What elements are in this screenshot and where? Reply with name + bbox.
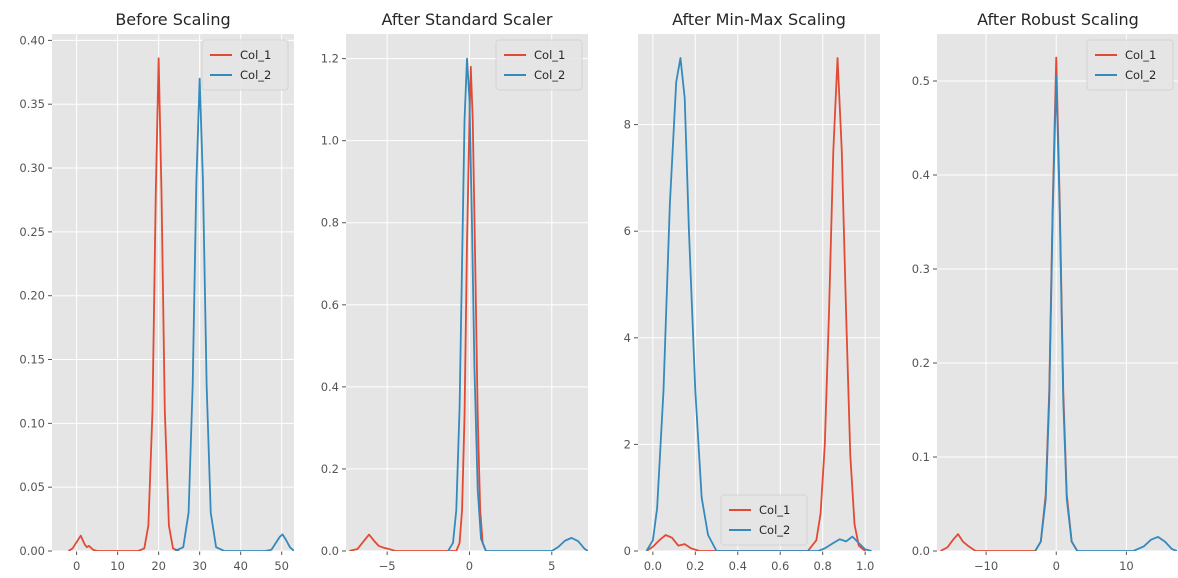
y-tick-label: 0.35 [19, 97, 45, 111]
legend: Col_1 Col_2 [495, 39, 583, 91]
legend: Col_1 Col_2 [1086, 39, 1174, 91]
chart-title: Before Scaling [115, 10, 230, 29]
y-tick-label: 0.15 [19, 353, 45, 367]
chart-after-standard-scaler: −5 0 5 0.0 0.2 0.4 0.6 0.8 1.0 1.2 After Standard … [321, 10, 588, 573]
y-tick-label: 0.0 [321, 544, 339, 558]
chart-after-min-max-scaling: 0.0 0.2 0.4 0.6 0.8 1.0 0 2 4 6 8 After Min-Max Sca… [624, 10, 880, 573]
legend-box [720, 494, 808, 546]
series-line-col-1 [349, 65, 487, 551]
y-tick-label: 0.4 [912, 168, 930, 182]
legend-box [495, 39, 583, 91]
legend-label: Col_2 [759, 523, 790, 537]
x-tick-label: 0 [1053, 559, 1060, 573]
y-tick-label: 0 [624, 544, 631, 558]
y-tick-label: 0.1 [912, 450, 930, 464]
x-tick-label: 1.0 [856, 559, 874, 573]
chart-title: After Standard Scaler [381, 10, 552, 29]
y-tick-label: 0.6 [321, 298, 339, 312]
x-tick-label: 0.4 [729, 559, 747, 573]
y-tick-label: 0.2 [321, 462, 339, 476]
series-line-col-2 [1034, 75, 1178, 551]
y-tick-label: 1.0 [321, 134, 339, 148]
y-tick-label: 2 [624, 437, 631, 451]
x-tick-label: 0 [73, 559, 80, 573]
series-group [349, 57, 588, 551]
y-tick-label: 8 [624, 118, 631, 132]
x-tick-label: 40 [233, 559, 248, 573]
x-tick-label: 50 [274, 559, 289, 573]
series-line-col-1 [67, 57, 180, 551]
series-line-col-2 [645, 57, 872, 551]
series-line-col-2 [447, 57, 588, 551]
x-tick-label: −10 [974, 559, 998, 573]
y-tick-label: 0.0 [912, 544, 930, 558]
x-tick-label: −5 [379, 559, 396, 573]
x-tick-label: 30 [192, 559, 207, 573]
x-tick-label: 0.2 [686, 559, 704, 573]
y-tick-label: 0.25 [19, 225, 45, 239]
x-tick-label: 10 [110, 559, 125, 573]
y-tick-label: 0.10 [19, 416, 45, 430]
y-tick-label: 0.8 [321, 216, 339, 230]
y-tick-label: 6 [624, 224, 631, 238]
y-tick-label: 0.20 [19, 289, 45, 303]
x-tick-label: 10 [1119, 559, 1134, 573]
series-line-col-1 [645, 57, 866, 551]
y-tick-label: 0.30 [19, 161, 45, 175]
y-tick-label: 0.3 [912, 262, 930, 276]
legend: Col_1 Col_2 [720, 494, 808, 546]
chart-title: After Min-Max Scaling [672, 10, 846, 29]
series-group [940, 56, 1178, 551]
x-tick-label: 20 [151, 559, 166, 573]
series-group [67, 57, 294, 551]
legend-box [1086, 39, 1174, 91]
y-tick-label: 0.05 [19, 480, 45, 494]
series-group [645, 57, 872, 551]
legend-label: Col_2 [1125, 68, 1156, 82]
y-tick-label: 0.00 [19, 544, 45, 558]
legend-label: Col_1 [759, 503, 790, 517]
series-line-col-2 [174, 77, 294, 551]
x-tick-label: 5 [548, 559, 555, 573]
legend-label: Col_1 [534, 48, 565, 62]
legend-label: Col_2 [240, 68, 271, 82]
y-tick-label: 1.2 [321, 52, 339, 66]
legend-box [201, 39, 289, 91]
y-tick-label: 0.40 [19, 33, 45, 47]
legend-label: Col_1 [1125, 48, 1156, 62]
y-tick-label: 4 [624, 331, 631, 345]
plot-area [52, 34, 294, 551]
x-tick-label: 0 [466, 559, 473, 573]
x-tick-label: 0.0 [644, 559, 662, 573]
legend-label: Col_1 [240, 48, 271, 62]
legend-label: Col_2 [534, 68, 565, 82]
x-tick-label: 0.8 [814, 559, 832, 573]
y-tick-label: 0.5 [912, 74, 930, 88]
chart-title: After Robust Scaling [977, 10, 1139, 29]
x-tick-label: 0.6 [771, 559, 789, 573]
chart-before-scaling: 0 10 20 30 40 50 0.00 0.05 0.10 0.15 0.20 0.25 0.30 0… [19, 10, 294, 573]
y-tick-label: 0.4 [321, 380, 339, 394]
chart-after-robust-scaling: −10 0 10 0.0 0.1 0.2 0.3 0.4 0.5 After Robust Sca… [912, 10, 1178, 573]
y-tick-label: 0.2 [912, 356, 930, 370]
legend: Col_1 Col_2 [201, 39, 289, 91]
